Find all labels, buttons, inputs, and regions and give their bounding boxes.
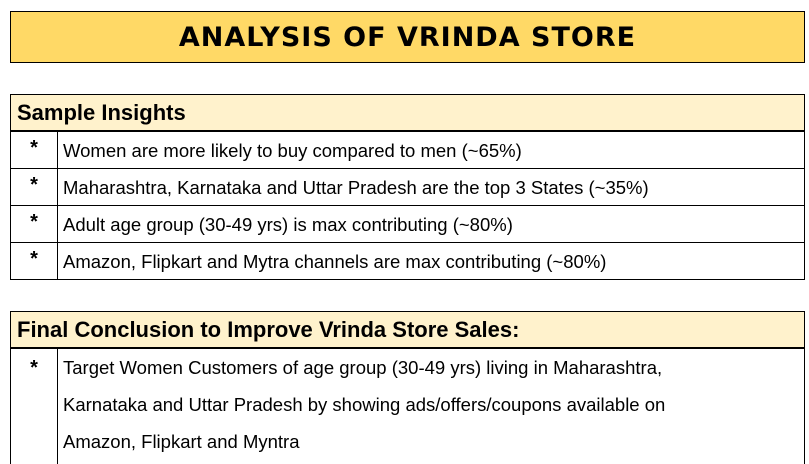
page-title: ANALYSIS OF VRINDA STORE <box>178 21 637 53</box>
conclusion-section: Final Conclusion to Improve Vrinda Store… <box>10 311 805 464</box>
insight-text: Adult age group (30-49 yrs) is max contr… <box>63 213 513 235</box>
insight-text: Amazon, Flipkart and Mytra channels are … <box>63 250 607 272</box>
conclusion-heading: Final Conclusion to Improve Vrinda Store… <box>11 312 804 348</box>
conclusion-line: Target Women Customers of age group (30-… <box>63 357 663 378</box>
conclusion-text: Target Women Customers of age group (30-… <box>58 349 665 464</box>
bullet-marker: * <box>11 132 58 168</box>
bullet-marker: * <box>11 349 58 464</box>
conclusion-row: * Target Women Customers of age group (3… <box>11 348 804 464</box>
insights-section: Sample Insights * Women are more likely … <box>10 94 805 280</box>
conclusion-line: Karnataka and Uttar Pradesh by showing a… <box>63 394 666 415</box>
insight-row: * Amazon, Flipkart and Mytra channels ar… <box>11 242 804 279</box>
insight-text: Women are more likely to buy compared to… <box>63 139 522 161</box>
insight-row: * Women are more likely to buy compared … <box>11 131 804 168</box>
title-banner: ANALYSIS OF VRINDA STORE <box>10 11 805 63</box>
insight-row: * Maharashtra, Karnataka and Uttar Prade… <box>11 168 804 205</box>
conclusion-line: Amazon, Flipkart and Myntra <box>63 431 300 452</box>
bullet-marker: * <box>11 169 58 205</box>
insight-text: Maharashtra, Karnataka and Uttar Pradesh… <box>63 176 649 198</box>
insights-heading: Sample Insights <box>11 95 804 131</box>
insight-row: * Adult age group (30-49 yrs) is max con… <box>11 205 804 242</box>
bullet-marker: * <box>11 243 58 279</box>
bullet-marker: * <box>11 206 58 242</box>
